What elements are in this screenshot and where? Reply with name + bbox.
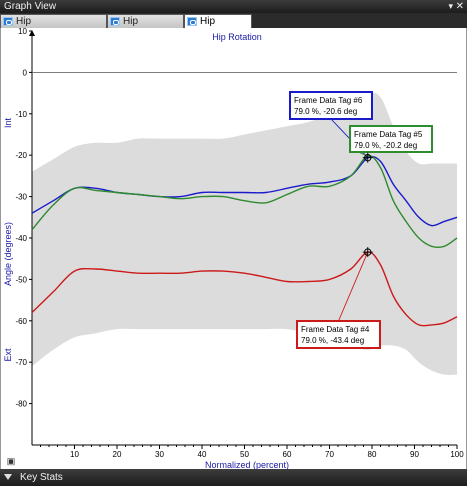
y-tick-label: -30 — [15, 193, 27, 202]
normative-band — [32, 92, 457, 375]
close-icon[interactable]: ✕ — [455, 1, 464, 12]
chart-tab-icon — [110, 17, 120, 26]
y-tick-label: 10 — [18, 28, 27, 36]
chart-tab-icon — [187, 17, 197, 26]
x-tick-label: 20 — [113, 450, 122, 459]
y-axis-external-label: Ext — [3, 348, 13, 362]
x-tick-label: 90 — [410, 450, 419, 459]
y-tick-label: -50 — [15, 275, 27, 284]
y-axis-arrow — [29, 30, 35, 36]
x-tick-label: 10 — [70, 450, 79, 459]
x-tick-label: 40 — [198, 450, 207, 459]
collapse-arrow-icon[interactable] — [4, 474, 12, 480]
tab-strip: Hip Flexion/Extension Hip Ab/Adduction H… — [0, 13, 467, 41]
expand-icon[interactable]: ▣ — [6, 456, 16, 466]
frame-data-tag-label: Frame Data Tag #5 — [354, 130, 423, 139]
x-tick-label: 50 — [240, 450, 249, 459]
key-stats-bar[interactable]: Key Stats — [0, 469, 467, 486]
series-line[interactable] — [31, 155, 458, 249]
key-stats-label: Key Stats — [20, 472, 63, 483]
frame-data-tag-value: 79.0 %, -20.2 deg — [354, 141, 417, 150]
frame-data-tag-box[interactable] — [289, 91, 373, 120]
y-tick-label: -70 — [15, 358, 27, 367]
tab-hip-flexion-extension[interactable]: Hip Flexion/Extension — [0, 14, 107, 41]
x-axis-label: Normalized (percent) — [205, 460, 289, 469]
pin-icon[interactable]: ▾ — [448, 1, 453, 11]
y-tick-label: -60 — [15, 317, 27, 326]
tab-hip-rotation[interactable]: Hip Rotation — [184, 14, 252, 41]
series-line[interactable] — [31, 251, 458, 327]
frame-data-tag-label: Frame Data Tag #6 — [294, 96, 363, 105]
y-tick-label: 0 — [23, 68, 28, 77]
frame-data-tag-label: Frame Data Tag #4 — [301, 325, 370, 334]
tab-hip-ab-adduction[interactable]: Hip Ab/Adduction — [107, 14, 184, 41]
x-tick-label: 100 — [450, 450, 464, 459]
x-tick-label: 60 — [283, 450, 292, 459]
x-tick-label: 70 — [325, 450, 334, 459]
chart-tab-icon — [3, 17, 13, 26]
y-tick-label: -10 — [15, 110, 27, 119]
frame-data-tag-box[interactable] — [349, 125, 433, 153]
y-tick-label: -40 — [15, 234, 27, 243]
y-tick-label: -20 — [15, 151, 27, 160]
frame-data-tag-box[interactable] — [296, 320, 381, 349]
window-title: Graph View — [4, 1, 57, 12]
window-titlebar: Graph View ▾ ✕ — [0, 0, 467, 13]
tag-leader-line — [338, 251, 369, 322]
y-tick-label: -80 — [15, 400, 27, 409]
y-axis-internal-label: Int — [3, 118, 13, 129]
frame-data-tag-value: 79.0 %, -20.6 deg — [294, 107, 357, 116]
y-axis-label: Angle (degrees) — [3, 222, 13, 286]
graph-panel: 10 0 -10 -20 -30 -40 -50 -60 -70 -80 10 20 30 40 50 60 7… — [0, 27, 467, 470]
chart-title: Hip Rotation — [212, 32, 262, 42]
frame-data-tag-value: 79.0 %, -43.4 deg — [301, 336, 364, 345]
x-tick-label: 30 — [155, 450, 164, 459]
x-tick-label: 80 — [368, 450, 377, 459]
